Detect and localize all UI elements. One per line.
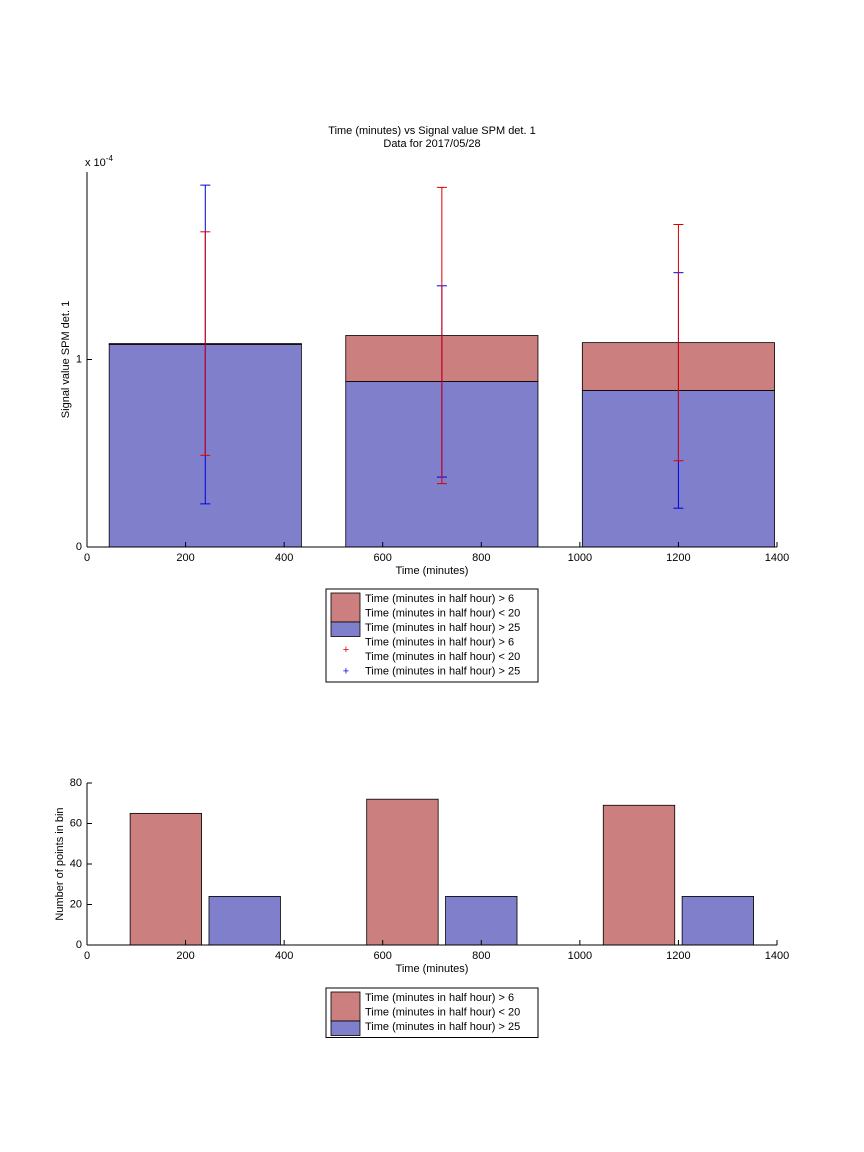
x-axis-label: Time (minutes) [396, 565, 469, 577]
bar [129, 812, 202, 946]
x-tick-label: 0 [84, 950, 90, 962]
y-multiplier: x 10-4 [85, 154, 113, 169]
y-tick-label: 20 [70, 898, 82, 910]
legend-label: Time (minutes in half hour) < 20 [365, 1007, 520, 1019]
y-tick-label: 1 [76, 353, 82, 365]
x-tick-label: 1200 [666, 950, 690, 962]
y-tick-label: 40 [70, 858, 82, 870]
legend-marker: + [343, 644, 349, 656]
y-multiplier-exponent: -4 [106, 154, 114, 163]
y-tick-label: 60 [70, 817, 82, 829]
legend-label: Time (minutes in half hour) > 6 [365, 992, 514, 1004]
bar [445, 896, 518, 946]
chart-title: Data for 2017/05/28 [383, 138, 480, 150]
legend: Time (minutes in half hour) > 6 Time (min… [325, 588, 539, 683]
x-tick-label: 200 [176, 552, 194, 564]
legend-label: Time (minutes in half hour) < 20 [365, 608, 520, 620]
error-bar [673, 224, 684, 462]
y-multiplier-base: x 10 [85, 157, 106, 169]
x-tick-label: 400 [275, 552, 293, 564]
error-bar [436, 186, 447, 485]
y-tick-label: 80 [70, 777, 82, 789]
bar [681, 896, 754, 946]
legend-swatch [330, 1020, 361, 1036]
y-axis-label: Signal value SPM det. 1 [60, 301, 72, 418]
y-tick-label: 0 [76, 939, 82, 951]
x-tick-label: 200 [176, 950, 194, 962]
x-axis-label: Time (minutes) [396, 963, 469, 975]
bar [602, 804, 676, 946]
x-tick-label: 1200 [666, 552, 690, 564]
y-axis-label: Number of points in bin [54, 807, 66, 920]
y-tick-label: 0 [76, 541, 82, 553]
legend-swatch [330, 592, 361, 623]
x-tick-label: 800 [472, 552, 490, 564]
legend-label: Time (minutes in half hour) > 25 [365, 622, 520, 634]
bar [208, 896, 281, 946]
bar [366, 798, 439, 946]
x-tick-label: 1400 [765, 552, 789, 564]
x-tick-label: 600 [374, 950, 392, 962]
legend-label: Time (minutes in half hour) > 25 [365, 1021, 520, 1033]
legend: Time (minutes in half hour) > 6 Time (min… [325, 987, 539, 1038]
legend-label: Time (minutes in half hour) < 20 [365, 651, 520, 663]
legend-swatch [330, 991, 361, 1022]
x-tick-label: 1400 [765, 950, 789, 962]
legend-box [325, 588, 539, 683]
x-tick-label: 1000 [568, 950, 592, 962]
x-tick-label: 800 [472, 950, 490, 962]
chart-title: Time (minutes) vs Signal value SPM det. … [328, 125, 535, 137]
x-tick-label: 400 [275, 950, 293, 962]
legend-swatch [330, 621, 361, 637]
legend-label: Time (minutes in half hour) > 25 [365, 666, 520, 678]
x-tick-label: 600 [374, 552, 392, 564]
x-tick-label: 1000 [568, 552, 592, 564]
x-tick-label: 0 [84, 552, 90, 564]
error-bar [200, 231, 211, 456]
legend-label: Time (minutes in half hour) > 6 [365, 637, 514, 649]
legend-marker: + [343, 666, 349, 678]
legend-box [325, 987, 539, 1038]
legend-label: Time (minutes in half hour) > 6 [365, 593, 514, 605]
